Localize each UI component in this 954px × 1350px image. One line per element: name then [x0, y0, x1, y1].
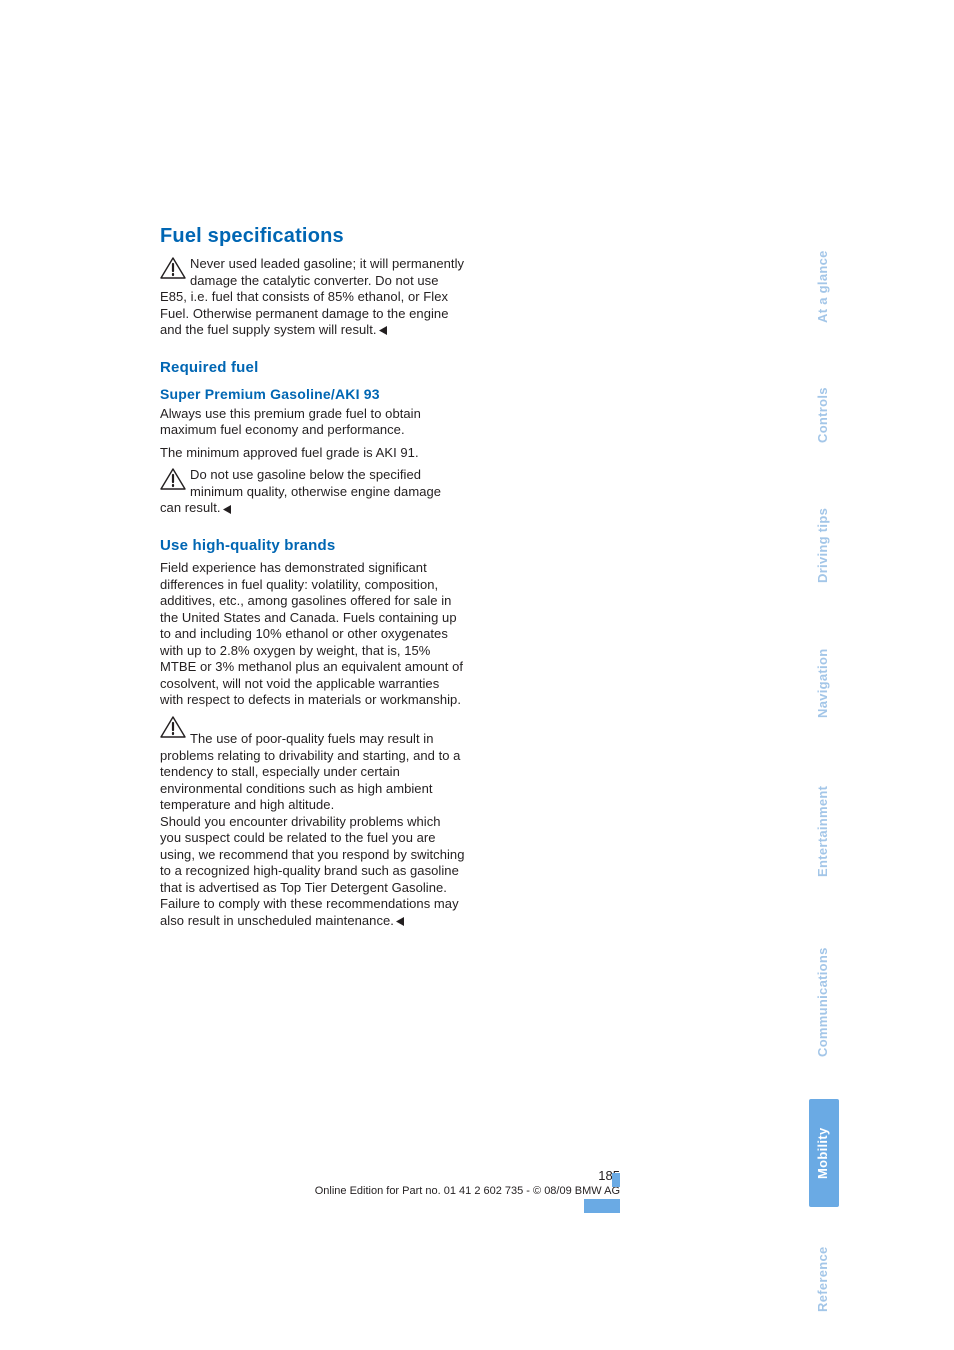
tab-controls[interactable]: Controls — [809, 361, 839, 469]
heading-high-quality-brands: Use high-quality brands — [160, 537, 465, 554]
warning-3-text: The use of poor-quality fuels may result… — [160, 715, 465, 930]
tab-navigation[interactable]: Navigation — [809, 621, 839, 745]
tab-entertainment[interactable]: Entertainment — [809, 757, 839, 905]
warning-2-body: Do not use gasoline below the specified … — [160, 467, 441, 515]
page-number: 185 — [160, 1168, 620, 1183]
premium-paragraph-2: The minimum approved fuel grade is AKI 9… — [160, 445, 465, 462]
premium-paragraph-1: Always use this premium grade fuel to ob… — [160, 406, 465, 439]
tab-mobility[interactable]: Mobility — [809, 1099, 839, 1207]
footer-blue-bar-1 — [612, 1173, 620, 1187]
tab-driving-tips[interactable]: Driving tips — [809, 481, 839, 609]
warning-3-body: The use of poor-quality fuels may result… — [160, 731, 465, 928]
footer-line: Online Edition for Part no. 01 41 2 602 … — [160, 1185, 620, 1197]
warning-icon — [160, 468, 186, 490]
heading-fuel-specifications: Fuel specifications — [160, 225, 465, 248]
footer-blue-bar-2 — [584, 1199, 620, 1213]
warning-icon — [160, 257, 186, 279]
warning-1-body: Never used leaded gasoline; it will perm… — [160, 256, 464, 337]
side-tabs: At a glance Controls Driving tips Navigatio… — [809, 225, 839, 1339]
warning-1-text: Never used leaded gasoline; it will perm… — [160, 256, 465, 339]
tab-communications[interactable]: Communications — [809, 917, 839, 1087]
end-arrow-icon — [377, 322, 388, 339]
warning-block-2: Do not use gasoline below the specified … — [160, 467, 465, 523]
heading-super-premium: Super Premium Gasoline/AKI 93 — [160, 386, 465, 402]
warning-2-text: Do not use gasoline below the specified … — [160, 467, 465, 517]
end-arrow-icon — [221, 501, 232, 518]
warning-block-3: The use of poor-quality fuels may result… — [160, 715, 465, 936]
footer: 185 Online Edition for Part no. 01 41 2 … — [160, 1168, 620, 1197]
tab-reference[interactable]: Reference — [809, 1219, 839, 1339]
page: Fuel specifications Never used leaded ga… — [0, 0, 954, 1350]
warning-icon — [160, 716, 186, 738]
brands-paragraph-1: Field experience has demonstrated signif… — [160, 560, 465, 709]
end-arrow-icon — [394, 913, 405, 930]
warning-block-1: Never used leaded gasoline; it will perm… — [160, 256, 465, 345]
tab-at-a-glance[interactable]: At a glance — [809, 225, 839, 349]
heading-required-fuel: Required fuel — [160, 359, 465, 376]
content-column: Fuel specifications Never used leaded ga… — [160, 225, 465, 935]
